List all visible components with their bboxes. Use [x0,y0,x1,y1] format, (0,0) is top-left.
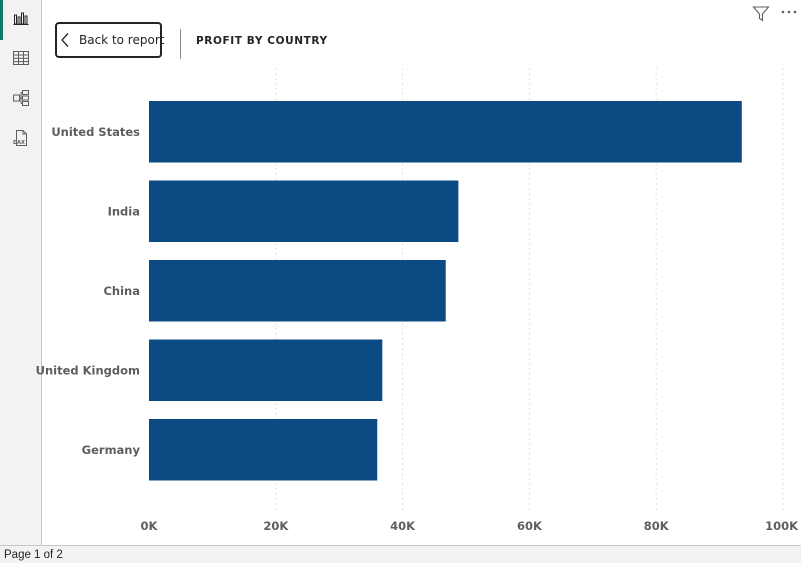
page-indicator: Page 1 of 2 [4,549,63,561]
profit-by-country-chart: United States India China United Kingdom Ger… [36,68,799,533]
x-tick-label: 80K [644,519,670,533]
model-view-icon [12,89,30,111]
table-view-button[interactable] [0,40,41,80]
dax-query-view-button[interactable]: DAX [0,120,41,160]
chart-title: PROFIT BY COUNTRY [196,35,328,47]
svg-text:DAX: DAX [13,140,25,146]
report-view-icon [13,10,29,30]
title-separator [180,29,181,59]
bar-united-states [149,101,742,163]
filter-icon[interactable] [752,5,770,23]
chevron-left-icon [60,32,72,48]
category-label: Germany [82,443,141,457]
dax-query-view-icon: DAX [12,129,30,151]
x-tick-label: 100K [765,519,799,533]
x-tick-label: 40K [390,519,416,533]
x-tick-label: 20K [263,519,289,533]
bar-germany [149,419,378,481]
bar-china [149,260,446,322]
bar-united-kingdom [149,339,383,401]
view-sidebar: DAX [0,0,42,545]
category-label: United States [51,125,140,139]
x-tick-label: 60K [517,519,543,533]
bar-india [149,180,459,242]
category-label: India [108,204,140,218]
more-options-icon[interactable] [779,3,799,21]
x-tick-label: 0K [141,519,159,533]
status-bar: Page 1 of 2 [0,545,801,563]
report-view-button[interactable] [0,0,41,40]
category-label: United Kingdom [36,363,140,377]
category-label: China [103,284,140,298]
table-view-icon [12,50,30,70]
model-view-button[interactable] [0,80,41,120]
back-to-report-button[interactable]: Back to report [55,22,165,58]
back-to-report-label: Back to report [79,33,165,47]
